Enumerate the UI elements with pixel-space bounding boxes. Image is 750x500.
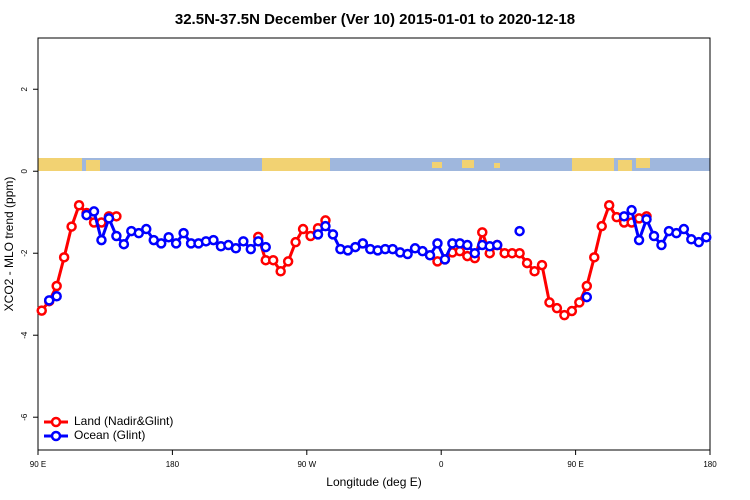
land-strip	[636, 158, 650, 168]
data-point	[88, 206, 100, 217]
legend-label: Land (Nadir&Glint)	[74, 414, 173, 428]
data-point	[36, 305, 47, 316]
data-point	[163, 231, 174, 243]
data-point	[357, 238, 369, 249]
data-point	[66, 221, 77, 232]
land-strip	[462, 160, 474, 168]
data-point	[574, 297, 585, 308]
data-point	[260, 241, 271, 253]
y-tick-label: -4	[20, 331, 29, 339]
legend: Land (Nadir&Glint)Ocean (Glint)	[44, 414, 173, 442]
data-point	[58, 252, 70, 263]
data-point	[155, 238, 167, 249]
land-strip	[38, 158, 82, 171]
data-point	[701, 231, 712, 243]
legend-marker	[50, 430, 62, 442]
data-point	[589, 252, 600, 263]
land-strip	[86, 160, 100, 171]
data-point	[521, 257, 533, 269]
data-point	[327, 229, 339, 240]
y-tick-label: -6	[20, 413, 29, 421]
x-tick-label: 90 E	[30, 460, 46, 469]
data-point	[275, 266, 286, 277]
data-point	[633, 234, 645, 246]
land-strip	[432, 162, 442, 168]
y-tick-label: 0	[20, 168, 29, 173]
y-tick-label: -2	[20, 249, 29, 257]
data-point	[671, 227, 682, 239]
data-point	[245, 243, 257, 255]
data-point	[51, 280, 62, 292]
data-point	[693, 236, 705, 248]
data-point	[477, 227, 488, 238]
data-point	[312, 229, 324, 240]
data-point	[432, 238, 443, 249]
data-point	[514, 247, 525, 259]
data-point	[596, 220, 607, 232]
data-point	[544, 297, 555, 308]
data-point	[178, 227, 189, 239]
data-point	[170, 238, 182, 249]
data-point	[297, 223, 309, 235]
data-point	[267, 254, 279, 266]
data-point	[551, 302, 563, 314]
data-point	[73, 200, 85, 211]
land-strip	[262, 158, 330, 171]
data-point	[282, 256, 294, 267]
data-point	[424, 250, 436, 261]
land-mask	[38, 158, 710, 171]
data-point	[103, 213, 115, 224]
x-tick-label: 90 W	[297, 460, 316, 469]
data-point	[641, 213, 652, 225]
plot-frame	[37, 37, 711, 451]
data-point	[43, 295, 55, 306]
data-point	[402, 248, 413, 260]
data-point	[230, 243, 242, 254]
data-point	[648, 230, 660, 242]
x-tick-label: 0	[439, 460, 444, 469]
data-point	[529, 266, 540, 277]
data-point	[469, 247, 481, 259]
y-axis-label: XCO2 - MLO trend (ppm)	[2, 177, 16, 312]
data-point	[417, 245, 428, 257]
land-strip	[494, 163, 500, 168]
data-point	[253, 236, 264, 247]
data-point	[536, 259, 548, 271]
data-point	[141, 223, 152, 235]
ocean-strip	[38, 158, 710, 171]
land-strip	[572, 158, 614, 171]
data-point	[559, 309, 570, 321]
data-point	[566, 305, 578, 317]
data-point	[118, 238, 130, 250]
data-point	[96, 234, 107, 246]
x-tick-label: 90 E	[567, 460, 583, 469]
data-point	[133, 227, 145, 239]
data-point	[514, 225, 525, 237]
data-point	[238, 236, 249, 247]
data-point	[439, 254, 451, 265]
y-tick-label: 2	[20, 86, 29, 91]
x-tick-label: 180	[703, 460, 717, 469]
land-strip	[618, 160, 632, 171]
data-point	[618, 211, 630, 222]
chart-title: 32.5N-37.5N December (Ver 10) 2015-01-01…	[175, 11, 575, 28]
data-point	[51, 291, 62, 302]
data-point	[626, 204, 637, 216]
data-point	[111, 230, 122, 242]
data-point	[678, 223, 690, 235]
x-axis-label: Longitude (deg E)	[326, 475, 421, 489]
legend-marker	[50, 416, 62, 428]
data-point	[208, 234, 219, 246]
data-point	[581, 291, 593, 303]
data-point	[491, 239, 503, 251]
data-point	[290, 236, 301, 248]
legend-label: Ocean (Glint)	[74, 428, 145, 442]
x-tick-label: 180	[166, 460, 180, 469]
data-point	[320, 220, 331, 232]
data-point	[581, 280, 593, 292]
data-point	[656, 239, 667, 251]
data-point	[603, 200, 615, 211]
data-point	[462, 239, 473, 251]
